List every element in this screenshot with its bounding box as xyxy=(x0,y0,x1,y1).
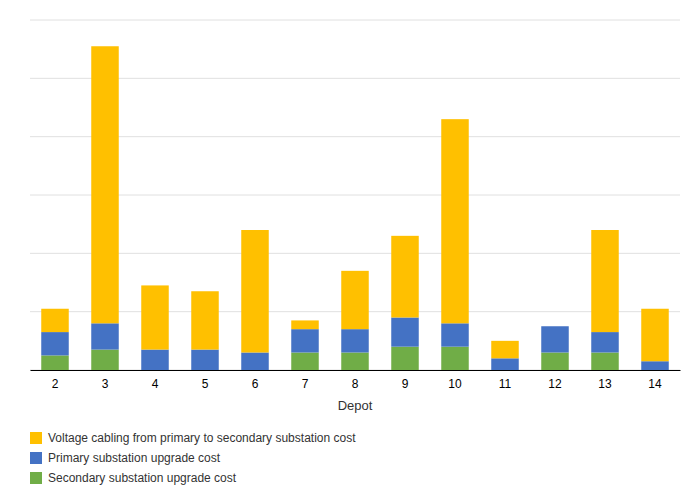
grid xyxy=(30,20,680,370)
bar xyxy=(291,353,319,371)
bar xyxy=(441,323,469,346)
bar-series xyxy=(41,46,669,361)
bar xyxy=(541,353,569,371)
bar xyxy=(341,271,369,329)
bar xyxy=(391,318,419,347)
x-tick-label: 9 xyxy=(402,377,409,391)
legend: Voltage cabling from primary to secondar… xyxy=(30,431,356,485)
x-tick-label: 5 xyxy=(202,377,209,391)
x-axis-title: Depot xyxy=(338,398,373,413)
bar xyxy=(391,347,419,370)
legend-item: Voltage cabling from primary to secondar… xyxy=(30,431,356,445)
bar xyxy=(541,326,569,327)
legend-swatch xyxy=(30,432,42,444)
grid-line xyxy=(30,136,680,137)
bar xyxy=(191,291,219,349)
bar xyxy=(141,350,169,370)
bar xyxy=(191,350,219,370)
legend-label: Voltage cabling from primary to secondar… xyxy=(48,431,356,445)
x-tick-label: 6 xyxy=(252,377,259,391)
bar xyxy=(241,230,269,353)
bar xyxy=(641,309,669,362)
bar xyxy=(41,332,69,355)
chart-container: 2 3 4 5 6 7 8 9 10 11 12 13 14 Depot Voltage cabling f… xyxy=(0,0,700,500)
x-tick-label: 8 xyxy=(352,377,359,391)
x-tick: 10 xyxy=(448,377,462,391)
bar xyxy=(141,285,169,349)
legend-label: Primary substation upgrade cost xyxy=(48,451,221,465)
bar xyxy=(441,347,469,370)
x-tick: 8 xyxy=(352,377,359,391)
x-tick-label: 4 xyxy=(152,377,159,391)
x-tick-label: 12 xyxy=(548,377,562,391)
x-tick: 6 xyxy=(252,377,259,391)
x-tick: 3 xyxy=(102,377,109,391)
x-tick: 4 xyxy=(152,377,159,391)
legend-label: Secondary substation upgrade cost xyxy=(48,471,237,485)
x-tick: 14 xyxy=(648,377,662,391)
x-tick-label: 7 xyxy=(302,377,309,391)
legend-item: Secondary substation upgrade cost xyxy=(30,471,237,485)
x-tick-label: 2 xyxy=(52,377,59,391)
legend-swatch xyxy=(30,472,42,484)
grid-line xyxy=(30,20,680,21)
bar xyxy=(91,350,119,370)
bar xyxy=(591,230,619,332)
bars xyxy=(41,46,669,370)
x-tick: 12 xyxy=(548,377,562,391)
x-tick: 11 xyxy=(499,377,512,391)
x-tick-label: 11 xyxy=(499,377,512,391)
x-tick: 5 xyxy=(202,377,209,391)
bar xyxy=(291,320,319,329)
bar xyxy=(491,341,519,359)
x-tick: 2 xyxy=(52,377,59,391)
bar xyxy=(391,236,419,318)
x-axis: 2 3 4 5 6 7 8 9 10 11 12 13 14 xyxy=(31,371,681,391)
x-tick: 9 xyxy=(402,377,409,391)
bar xyxy=(91,323,119,349)
grid-line xyxy=(30,195,680,196)
chart-svg: 2 3 4 5 6 7 8 9 10 11 12 13 14 Depot Voltage cabling f… xyxy=(0,0,700,500)
grid-line xyxy=(30,253,680,254)
bar xyxy=(41,309,69,332)
bar xyxy=(291,329,319,352)
bar xyxy=(341,353,369,371)
legend-swatch xyxy=(30,452,42,464)
x-tick-label: 3 xyxy=(102,377,109,391)
bar xyxy=(441,119,469,323)
x-tick-label: 13 xyxy=(598,377,612,391)
x-tick: 13 xyxy=(598,377,612,391)
grid-line xyxy=(30,78,680,79)
bar xyxy=(341,329,369,352)
legend-item: Primary substation upgrade cost xyxy=(30,451,221,465)
x-tick-label: 10 xyxy=(448,377,462,391)
bar xyxy=(491,358,519,370)
bar-series xyxy=(41,347,619,370)
x-axis-line xyxy=(31,370,681,371)
bar xyxy=(591,332,619,352)
bar xyxy=(641,361,669,370)
bar xyxy=(41,355,69,370)
bar xyxy=(241,353,269,371)
bar xyxy=(541,326,569,352)
plot-area: 2 3 4 5 6 7 8 9 10 11 12 13 14 Depot Voltage cabling f… xyxy=(30,20,681,485)
bar xyxy=(591,353,619,371)
x-tick: 7 xyxy=(302,377,309,391)
x-tick-label: 14 xyxy=(648,377,662,391)
bar xyxy=(91,46,119,323)
